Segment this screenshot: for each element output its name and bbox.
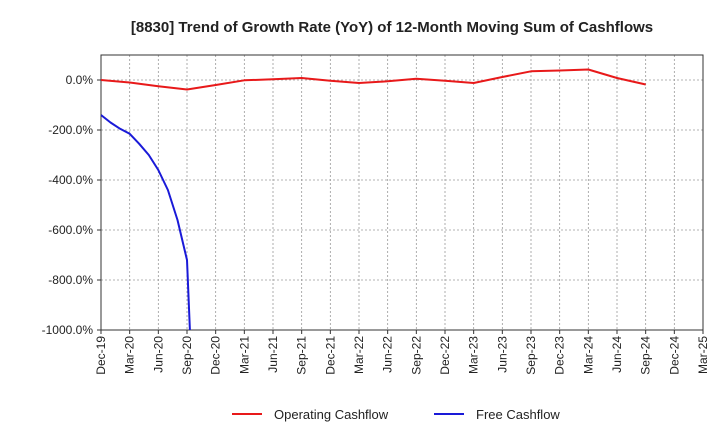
x-tick-label: Mar-24 [581,336,595,374]
x-tick-label: Dec-19 [94,336,108,375]
plot-area [100,54,704,331]
legend-label-free-cashflow: Free Cashflow [476,407,560,422]
x-tick-label: Jun-23 [495,336,509,373]
x-tick-label: Jun-21 [266,336,280,373]
y-tick-label: -600.0% [48,223,93,237]
x-axis: Dec-19 Mar-20 Jun-20 Sep-20 Dec-20 Mar-21 Jun-… [94,330,710,375]
x-tick-label: Sep-24 [639,336,653,375]
x-tick-label: Mar-20 [123,336,137,374]
series-line-operating-cashflow [101,68,646,91]
y-axis: 0.0% -200.0% -400.0% -600.0% -800.0% -1000.0% [42,73,101,337]
y-tick-label: -1000.0% [42,323,94,337]
x-tick-label: Jun-24 [610,336,624,373]
x-tick-label: Sep-21 [295,336,309,375]
series-layer [101,68,646,330]
x-tick-label: Dec-24 [667,336,681,375]
x-tick-label: Mar-22 [352,336,366,374]
x-tick-label: Sep-22 [409,336,423,375]
x-tick-label: Mar-23 [467,336,481,374]
x-tick-label: Mar-25 [696,336,710,374]
chart-title: [8830] Trend of Growth Rate (YoY) of 12-… [131,19,653,36]
y-tick-label: 0.0% [66,73,94,87]
legend-label-operating-cashflow: Operating Cashflow [274,407,389,422]
x-tick-label: Jun-20 [151,336,165,373]
x-tick-label: Sep-20 [180,336,194,375]
y-tick-label: -200.0% [48,123,93,137]
x-tick-label: Mar-21 [237,336,251,374]
y-tick-label: -800.0% [48,273,93,287]
x-tick-label: Sep-23 [524,336,538,375]
y-tick-label: -400.0% [48,173,93,187]
x-tick-label: Dec-23 [553,336,567,375]
x-tick-label: Dec-20 [209,336,223,375]
x-tick-label: Jun-22 [381,336,395,373]
x-tick-label: Dec-22 [438,336,452,375]
grid [101,55,703,330]
series-line-free-cashflow [101,114,191,330]
legend: Operating Cashflow Free Cashflow [232,407,560,422]
x-tick-label: Dec-21 [323,336,337,375]
